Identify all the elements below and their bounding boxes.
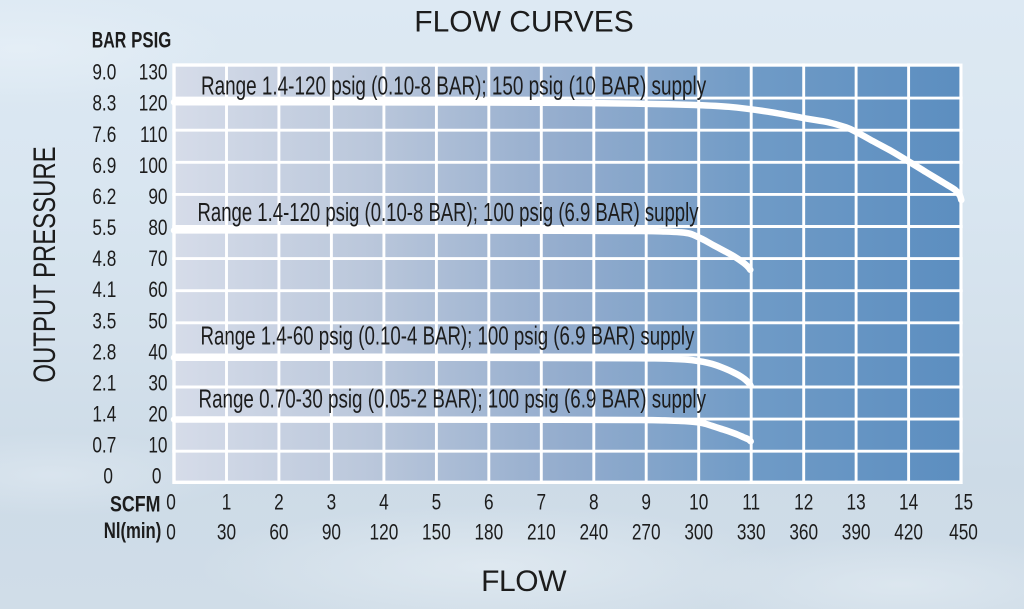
svg-text:9.0: 9.0 xyxy=(92,61,116,85)
svg-text:Nl(min): Nl(min) xyxy=(104,519,162,544)
svg-text:6.9: 6.9 xyxy=(92,154,116,178)
svg-text:Range 1.4-120 psig (0.10-8 BAR: Range 1.4-120 psig (0.10-8 BAR); 150 psi… xyxy=(201,70,707,100)
svg-text:330: 330 xyxy=(737,521,766,545)
svg-text:12: 12 xyxy=(794,491,813,515)
svg-text:FLOW CURVES: FLOW CURVES xyxy=(414,6,633,39)
svg-text:3.5: 3.5 xyxy=(92,309,116,333)
svg-text:15: 15 xyxy=(954,491,973,515)
svg-text:0: 0 xyxy=(166,491,176,515)
svg-text:60: 60 xyxy=(269,521,288,545)
svg-text:9: 9 xyxy=(641,491,651,515)
svg-text:0: 0 xyxy=(152,465,162,489)
svg-text:360: 360 xyxy=(789,521,818,545)
svg-text:210: 210 xyxy=(527,521,556,545)
svg-text:80: 80 xyxy=(148,216,167,240)
svg-text:120: 120 xyxy=(139,92,168,116)
svg-text:6: 6 xyxy=(484,491,494,515)
svg-text:110: 110 xyxy=(140,123,167,147)
svg-text:20: 20 xyxy=(148,403,167,427)
svg-text:0: 0 xyxy=(166,521,176,545)
svg-text:Range 1.4-60 psig (0.10-4 BAR): Range 1.4-60 psig (0.10-4 BAR); 100 psig… xyxy=(201,322,695,351)
svg-text:10: 10 xyxy=(148,434,167,458)
svg-text:2.1: 2.1 xyxy=(92,371,116,395)
svg-text:1.4: 1.4 xyxy=(92,403,116,427)
svg-text:450: 450 xyxy=(949,521,978,545)
svg-text:8: 8 xyxy=(589,491,599,515)
svg-text:4: 4 xyxy=(379,491,389,515)
svg-text:5: 5 xyxy=(432,491,442,515)
svg-text:70: 70 xyxy=(148,247,167,271)
svg-text:180: 180 xyxy=(474,521,503,545)
svg-text:3: 3 xyxy=(327,491,337,515)
svg-text:270: 270 xyxy=(632,521,661,545)
svg-text:4.8: 4.8 xyxy=(92,247,116,271)
svg-text:4.1: 4.1 xyxy=(92,278,116,302)
svg-text:PSIG: PSIG xyxy=(131,28,171,53)
svg-text:50: 50 xyxy=(148,309,167,333)
svg-text:10: 10 xyxy=(689,491,708,515)
svg-text:300: 300 xyxy=(684,521,713,545)
svg-text:390: 390 xyxy=(842,521,871,545)
svg-text:30: 30 xyxy=(217,521,236,545)
svg-text:OUTPUT PRESSURE: OUTPUT PRESSURE xyxy=(27,146,62,382)
svg-text:SCFM: SCFM xyxy=(110,493,160,517)
svg-text:Range 1.4-120 psig (0.10-8 BAR: Range 1.4-120 psig (0.10-8 BAR); 100 psi… xyxy=(198,198,700,227)
svg-text:14: 14 xyxy=(899,491,918,515)
svg-text:60: 60 xyxy=(148,278,167,302)
svg-text:30: 30 xyxy=(148,371,167,395)
svg-text:2.8: 2.8 xyxy=(92,340,116,364)
svg-text:2: 2 xyxy=(274,491,284,515)
svg-text:150: 150 xyxy=(422,521,451,545)
svg-text:100: 100 xyxy=(139,154,168,178)
svg-text:130: 130 xyxy=(139,61,168,85)
svg-text:7: 7 xyxy=(537,491,547,515)
svg-text:120: 120 xyxy=(370,521,399,545)
svg-text:240: 240 xyxy=(579,521,608,545)
svg-text:BAR: BAR xyxy=(92,29,127,53)
svg-text:13: 13 xyxy=(847,491,866,515)
svg-text:Range 0.70-30 psig (0.05-2 BAR: Range 0.70-30 psig (0.05-2 BAR); 100 psi… xyxy=(199,383,707,413)
svg-text:420: 420 xyxy=(894,521,923,545)
svg-text:8.3: 8.3 xyxy=(92,92,116,116)
svg-text:5.5: 5.5 xyxy=(92,216,116,240)
svg-text:11: 11 xyxy=(742,491,760,515)
svg-text:1: 1 xyxy=(222,491,232,515)
svg-text:40: 40 xyxy=(148,340,167,364)
svg-text:FLOW: FLOW xyxy=(481,565,567,598)
svg-text:0.7: 0.7 xyxy=(92,434,116,458)
svg-text:90: 90 xyxy=(322,521,341,545)
svg-text:7.6: 7.6 xyxy=(92,123,116,147)
svg-text:6.2: 6.2 xyxy=(92,185,116,209)
svg-text:90: 90 xyxy=(148,185,167,209)
svg-text:0: 0 xyxy=(103,465,113,489)
